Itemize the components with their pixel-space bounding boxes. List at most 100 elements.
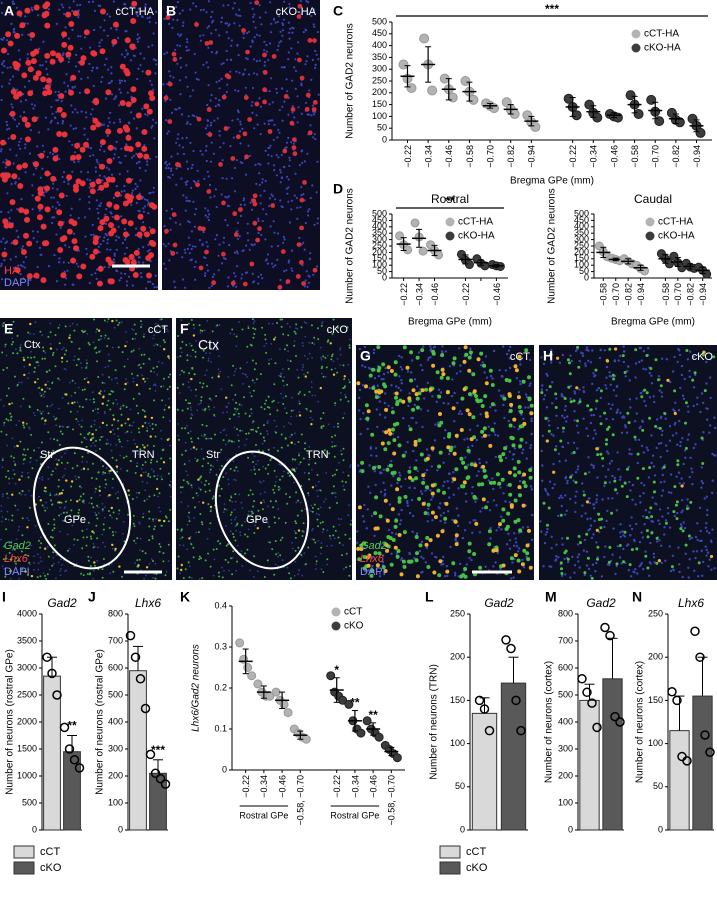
cell — [166, 328, 168, 331]
cell — [471, 372, 476, 377]
cell — [326, 558, 329, 561]
cell — [108, 494, 111, 497]
cell — [109, 248, 112, 251]
cell — [400, 356, 403, 359]
cell — [13, 445, 16, 448]
cell — [457, 514, 460, 517]
cell — [6, 366, 8, 369]
cell — [49, 322, 52, 325]
cell — [56, 106, 63, 113]
cell — [411, 388, 416, 393]
cell — [150, 459, 153, 461]
cell — [198, 558, 201, 561]
cell — [294, 69, 298, 72]
cell — [30, 356, 33, 359]
cell — [32, 107, 35, 110]
cell — [221, 94, 227, 100]
cell — [27, 476, 30, 479]
cell — [153, 344, 155, 347]
cell — [214, 188, 217, 191]
cell — [148, 16, 151, 19]
cell — [71, 467, 74, 470]
cell — [189, 430, 192, 433]
cell — [359, 547, 364, 551]
cell — [75, 154, 82, 161]
cell — [113, 97, 116, 101]
channel-label: HA — [4, 265, 20, 277]
cell — [344, 481, 347, 484]
cell — [320, 546, 323, 549]
cell — [615, 564, 618, 568]
cell — [314, 66, 317, 69]
cell — [41, 64, 44, 67]
cell — [118, 440, 121, 443]
cell — [0, 148, 3, 151]
cell — [449, 545, 452, 549]
cell — [209, 352, 211, 354]
cell — [358, 409, 361, 412]
cell — [478, 565, 483, 570]
cell — [100, 436, 103, 438]
cell — [383, 569, 388, 573]
cell — [163, 225, 166, 228]
cell — [289, 27, 292, 30]
cell — [336, 358, 339, 360]
cell — [247, 494, 250, 497]
cell — [156, 329, 158, 332]
cell — [447, 402, 450, 405]
cell — [151, 535, 154, 538]
cell — [398, 471, 401, 474]
cell — [540, 449, 543, 453]
cell — [415, 396, 420, 401]
cell — [275, 475, 278, 478]
cell — [250, 408, 253, 411]
cell — [408, 392, 411, 395]
cell — [521, 558, 524, 562]
cell — [576, 447, 579, 450]
cell — [154, 390, 157, 392]
cell — [68, 89, 74, 96]
cell — [497, 481, 502, 486]
cell — [300, 509, 303, 512]
cell — [31, 184, 34, 187]
cell — [49, 494, 52, 497]
cell — [60, 492, 63, 495]
cell — [117, 419, 120, 422]
cell — [263, 576, 266, 578]
cell — [658, 522, 661, 526]
cell — [21, 265, 24, 268]
cell — [408, 486, 411, 489]
cell — [104, 213, 107, 216]
cell — [81, 389, 84, 391]
cell — [627, 465, 630, 469]
cell — [252, 201, 258, 207]
cell — [501, 507, 506, 512]
cell — [210, 508, 213, 511]
cell — [413, 557, 416, 560]
cell — [70, 74, 77, 81]
cell — [277, 44, 280, 48]
cell — [61, 397, 64, 399]
cell — [137, 412, 140, 415]
cell — [46, 387, 49, 389]
cell — [198, 265, 204, 271]
cell — [280, 176, 284, 179]
cell — [578, 398, 582, 401]
cell — [99, 243, 102, 246]
cell — [113, 214, 120, 221]
cell — [581, 482, 584, 485]
cell — [19, 346, 22, 349]
cell — [546, 492, 549, 495]
cell — [168, 162, 171, 165]
cell — [94, 490, 97, 493]
cell — [679, 444, 682, 448]
cell — [60, 567, 62, 570]
cell — [392, 438, 397, 443]
cell — [415, 551, 419, 556]
cell — [55, 22, 58, 25]
cell — [235, 367, 238, 370]
cell — [197, 494, 199, 497]
cell — [138, 558, 141, 561]
cell — [10, 415, 13, 418]
cell — [491, 548, 496, 553]
